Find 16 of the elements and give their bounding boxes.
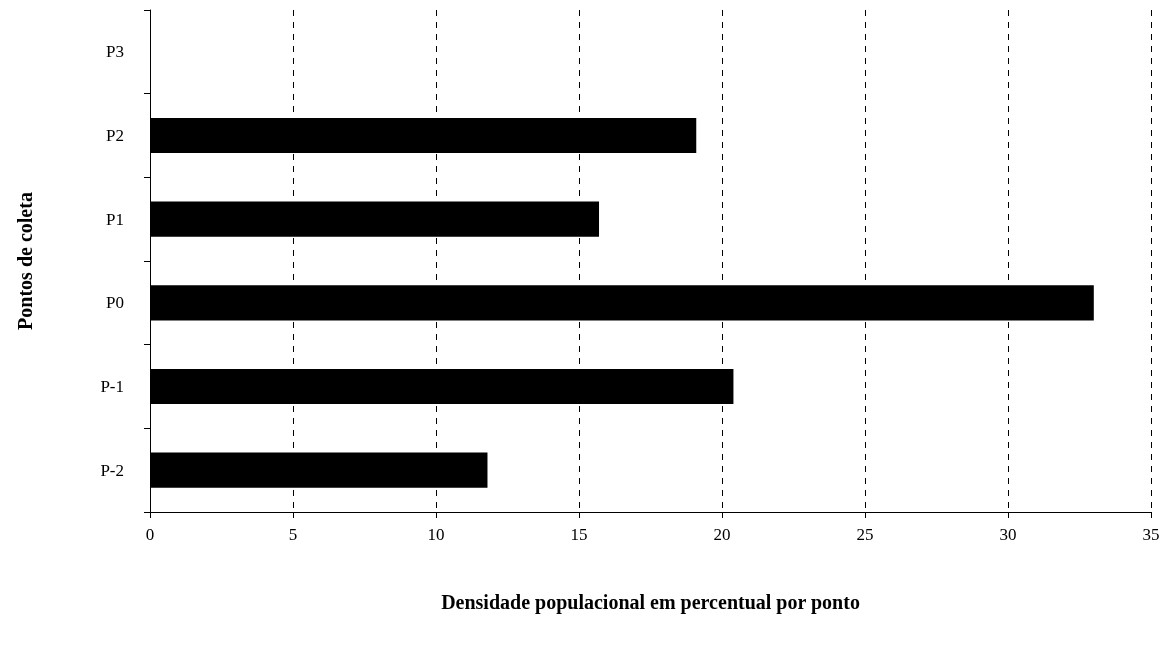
y-tick-label: P-1 [100,377,124,396]
x-tick-label: 35 [1142,525,1160,544]
x-tick-label: 25 [856,525,874,544]
y-tick-label: P3 [106,42,124,62]
y-tick-label: P-2 [100,460,124,480]
x-tick-label: 5 [288,525,298,544]
y-tick-label: P0 [106,293,124,313]
x-tick-label: 30 [999,525,1017,544]
x-tick-label: 10 [427,525,445,544]
y-axis-title: Pontos de coleta [14,192,36,330]
x-axis-title: Densidade populacional em percentual por ponto [441,591,860,614]
x-tick-label: 0 [145,525,155,544]
y-tick-label: P2 [106,126,124,145]
y-tick-label: P1 [106,209,124,229]
x-tick-label: 15 [570,525,588,544]
x-tick-label: 20 [713,525,731,544]
